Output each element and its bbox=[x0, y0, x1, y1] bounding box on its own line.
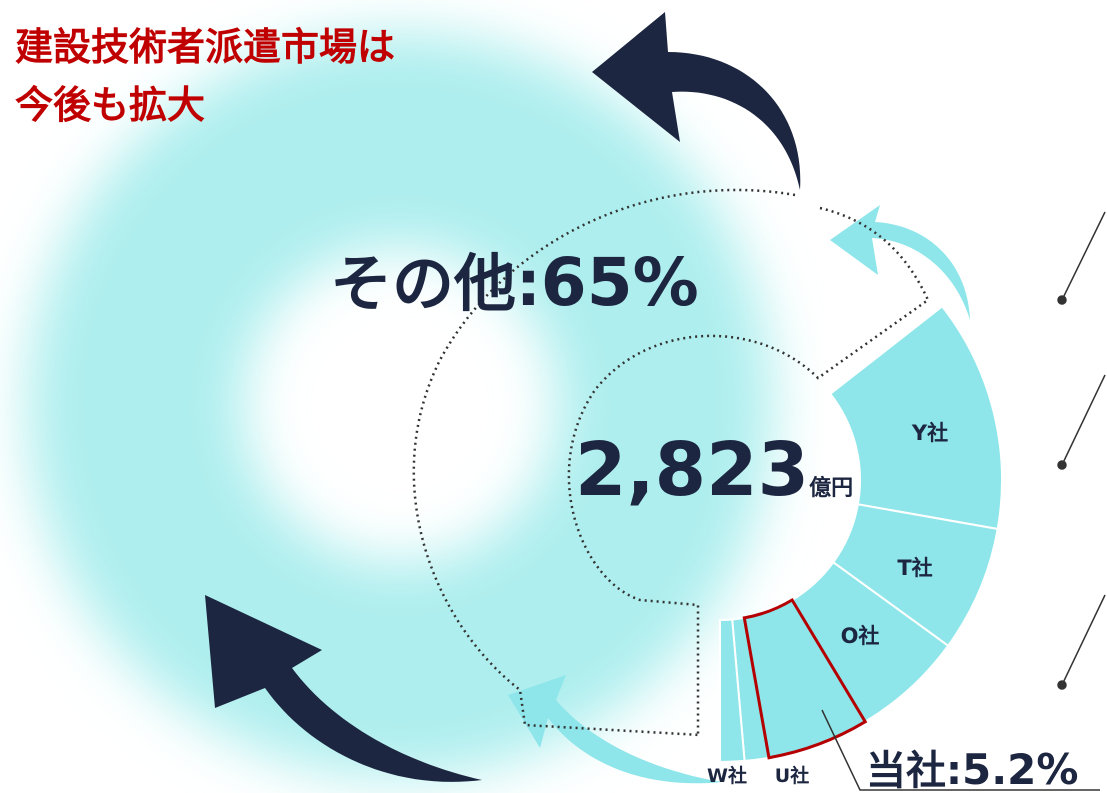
segment-label: W社 bbox=[707, 764, 747, 787]
value: 2,823 bbox=[575, 427, 809, 513]
segment-label: T社 bbox=[897, 556, 932, 580]
segment bbox=[742, 597, 868, 760]
segment bbox=[719, 618, 746, 764]
dotted-outline bbox=[567, 206, 930, 735]
title: 今後も拡大 bbox=[15, 83, 205, 127]
label: 当社: bbox=[866, 748, 962, 793]
segment-label: U社 bbox=[775, 764, 809, 787]
label: その他: bbox=[330, 247, 541, 320]
unit: 億円 bbox=[809, 475, 853, 501]
arrow bbox=[508, 675, 722, 784]
arrow bbox=[830, 205, 970, 320]
own-share: 当社:5.2% bbox=[866, 745, 1078, 793]
value: 65% bbox=[541, 244, 699, 321]
arrow bbox=[205, 595, 482, 782]
segment-label: Y社 bbox=[911, 421, 948, 445]
segment-ring bbox=[719, 304, 1003, 764]
value: 5.2% bbox=[962, 745, 1078, 793]
blurred-ring bbox=[27, 32, 773, 778]
title: 建設技術者派遣市場は bbox=[15, 25, 395, 69]
arrow bbox=[592, 12, 801, 190]
segment-label: O社 bbox=[841, 624, 880, 648]
others-share: その他:65% bbox=[330, 244, 699, 321]
segment bbox=[828, 304, 1003, 531]
leader-lines bbox=[821, 211, 1106, 791]
dotted-outline bbox=[412, 188, 796, 737]
total: 2,823億円 bbox=[575, 427, 853, 513]
